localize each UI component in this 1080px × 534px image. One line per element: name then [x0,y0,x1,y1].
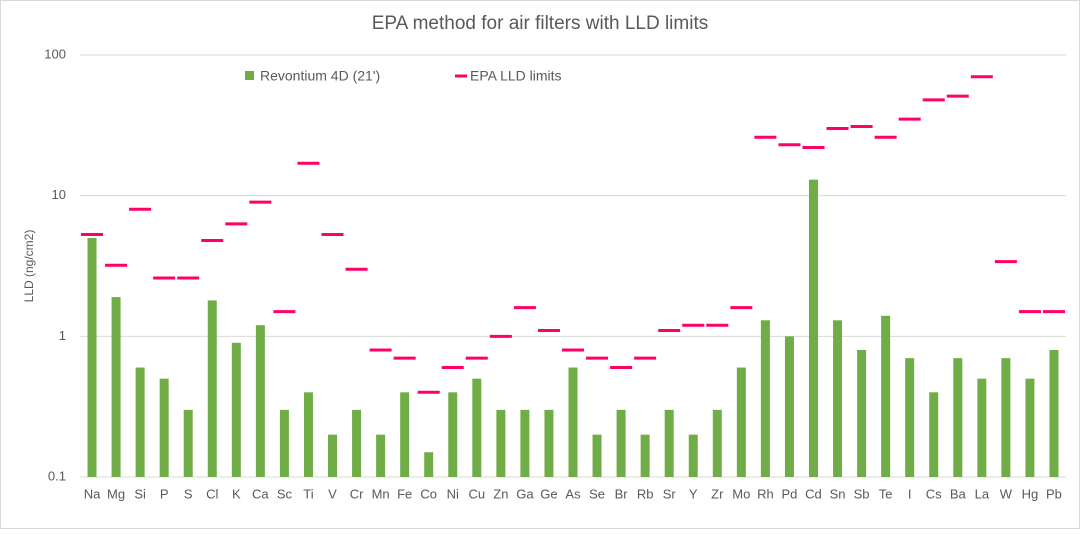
x-tick-label: V [328,486,337,501]
x-tick-label: Mo [732,486,750,501]
bar [977,378,987,477]
x-tick-label: K [232,486,241,501]
x-tick-label: W [1000,486,1013,501]
bar [183,409,193,477]
bar [760,320,770,477]
bar [87,238,97,477]
bar [784,336,794,477]
bar [448,392,458,477]
x-tick-label: P [160,486,169,501]
x-tick-label: Cs [926,486,942,501]
bar [808,179,818,477]
x-tick-label: Cl [206,486,218,501]
x-tick-label: Ga [516,486,534,501]
bar [857,349,867,477]
bar [1025,378,1035,477]
x-tick-label: Co [420,486,437,501]
bar [352,409,362,477]
legend-label: EPA LLD limits [470,68,562,84]
x-tick-label: Mn [372,486,390,501]
x-tick-label: Ge [540,486,557,501]
bar [736,367,746,477]
x-tick-label: I [908,486,912,501]
y-tick-label: 10 [52,187,66,202]
x-tick-label: Cu [468,486,485,501]
x-tick-label: Y [689,486,698,501]
bar [135,367,145,477]
bar [905,358,915,477]
x-tick-label: Se [589,486,605,501]
bar [833,320,843,477]
x-tick-label: Pd [781,486,797,501]
x-tick-label: Ba [950,486,967,501]
bar [568,367,578,477]
bar [688,434,698,477]
bar [520,409,530,477]
bar [376,434,386,477]
x-tick-label: Sc [277,486,293,501]
x-tick-label: Zr [711,486,724,501]
y-tick-label: 1 [59,328,66,343]
x-tick-label: La [975,486,990,501]
bar [111,297,121,477]
bar [664,409,674,477]
bar [1001,358,1011,477]
bar [929,392,939,477]
x-tick-label: Te [879,486,893,501]
bar [424,452,434,477]
y-tick-label: 100 [44,46,66,61]
x-tick-label: Rh [757,486,774,501]
x-tick-label: As [565,486,581,501]
x-tick-label: Cd [805,486,822,501]
bar [592,434,602,477]
x-tick-label: Sb [854,486,870,501]
bar [1049,349,1059,477]
x-tick-label: Cr [350,486,364,501]
x-tick-label: Ca [252,486,269,501]
y-tick-label: 0.1 [48,468,66,483]
bar [231,342,241,477]
x-tick-label: Na [84,486,101,501]
legend-swatch [245,71,254,80]
x-tick-label: Ni [447,486,459,501]
x-tick-label: Fe [397,486,412,501]
bar [496,409,506,477]
x-tick-label: Rb [637,486,654,501]
y-axis-label: LLD (ng/cm2) [22,230,36,303]
x-tick-label: Br [615,486,629,501]
bar [255,325,265,477]
bar [953,358,963,477]
bar [279,409,289,477]
bar [328,434,338,477]
x-tick-label: S [184,486,193,501]
x-tick-label: Si [134,486,146,501]
bar [544,409,554,477]
legend-label: Revontium 4D (21') [260,68,380,84]
bar [207,300,217,477]
bar [303,392,313,477]
bar [400,392,410,477]
x-tick-label: Mg [107,486,125,501]
x-tick-label: Ti [303,486,313,501]
bar [159,378,169,477]
x-tick-label: Hg [1022,486,1039,501]
chart-title: EPA method for air filters with LLD limi… [372,13,708,34]
x-tick-label: Sn [830,486,846,501]
bar [881,315,891,477]
bar [616,409,626,477]
bar [472,378,482,477]
x-tick-label: Zn [493,486,508,501]
bar [640,434,650,477]
x-tick-label: Sr [663,486,677,501]
bar [712,409,722,477]
x-tick-label: Pb [1046,486,1062,501]
